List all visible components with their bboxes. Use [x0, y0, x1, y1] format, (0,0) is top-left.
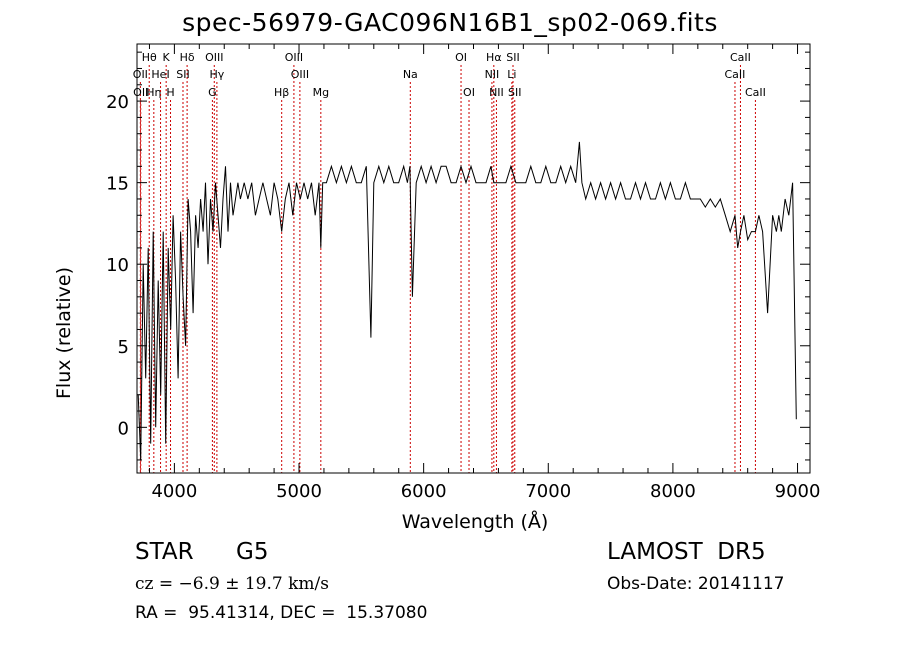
line-marker-label: CaII: [725, 68, 746, 81]
line-marker-label: Hδ: [180, 51, 195, 64]
line-marker-label: G: [208, 86, 217, 99]
line-marker-label: Na: [403, 68, 418, 81]
line-marker-label: OI: [455, 51, 467, 64]
line-marker-label: OIII: [291, 68, 309, 81]
line-marker-label: OI: [463, 86, 475, 99]
line-marker-label: Hγ: [209, 68, 224, 81]
line-marker-label: H: [166, 86, 174, 99]
y-tick-label: 5: [118, 337, 129, 358]
y-tick-label: 20: [106, 92, 129, 113]
y-axis: 0 5 10 15 20: [106, 51, 810, 461]
line-marker-label: Hθ: [142, 51, 157, 64]
plot-frame: [136, 43, 811, 474]
line-marker-label: SII: [506, 51, 519, 64]
x-tick-label: 5000: [276, 481, 322, 502]
obs-date: Obs-Date: 20141117: [607, 574, 785, 594]
chart-title: spec-56979-GAC096N16B1_sp02-069.fits: [182, 8, 718, 37]
x-tick-label: 8000: [650, 481, 696, 502]
coordinates: RA = 95.41314, DEC = 15.37080: [135, 603, 428, 623]
y-axis-label: Flux (relative): [53, 266, 75, 400]
line-marker-label: NII: [485, 68, 500, 81]
y-tick-label: 15: [106, 174, 129, 195]
line-marker-label: OIII: [205, 51, 223, 64]
line-marker-label: Hβ: [274, 86, 289, 99]
x-tick-label: 6000: [401, 481, 447, 502]
x-axis-label: Wavelength (Å): [401, 511, 549, 533]
line-marker-label: Hη: [146, 86, 161, 99]
y-tick-label: 0: [118, 418, 129, 439]
x-tick-label: 7000: [525, 481, 571, 502]
x-tick-label: 4000: [151, 481, 197, 502]
line-marker-label: SII: [508, 86, 521, 99]
line-marker-label: CaII: [730, 51, 751, 64]
y-tick-label: 10: [106, 255, 129, 276]
line-marker-label: OII: [133, 68, 148, 81]
subclass: G5: [236, 539, 269, 565]
line-marker-label: SII: [176, 68, 189, 81]
line-marker-label: K: [163, 51, 171, 64]
velocity-readout: cz = −6.9 ± 19.7 km/s: [135, 574, 329, 594]
line-marker-label: Mg: [313, 86, 329, 99]
line-marker-label: HeI: [151, 68, 169, 81]
survey-name: LAMOST DR5: [607, 539, 766, 565]
line-marker-label: NII: [489, 86, 504, 99]
x-axis: 4000 5000 6000 7000 8000 9000: [148, 44, 821, 502]
spectrum-line: [137, 141, 797, 461]
line-marker-label: CaII: [745, 86, 766, 99]
line-marker-label: Li: [507, 68, 516, 81]
line-marker-label: Hα: [486, 51, 502, 64]
object-type: STAR: [135, 539, 194, 565]
x-tick-label: 9000: [775, 481, 821, 502]
line-marker-label: OIII: [285, 51, 303, 64]
